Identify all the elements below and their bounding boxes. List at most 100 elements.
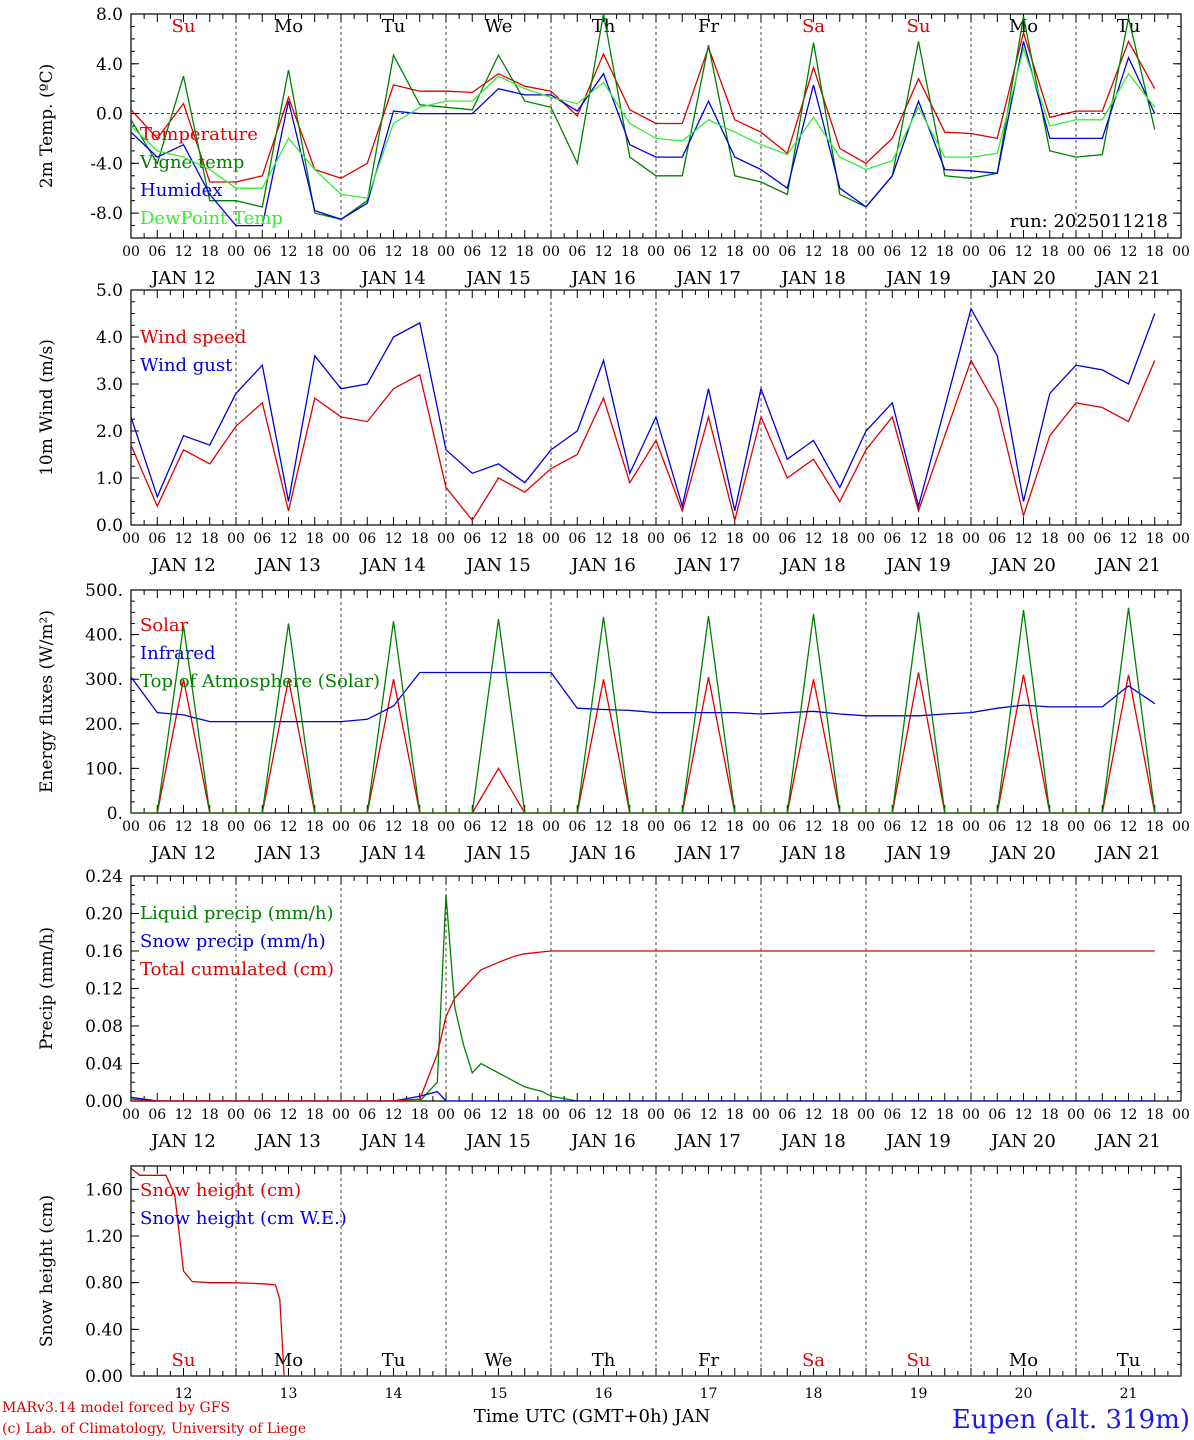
panel-2-hour-label: 06 [1093, 819, 1111, 835]
panel-3-ytick-label: 0.24 [85, 867, 123, 887]
weekday-label-bottom: Fr [698, 1350, 719, 1371]
panel-0-hour-label: 00 [332, 244, 350, 260]
panel-2-hour-label: 06 [148, 819, 166, 835]
weekday-label-bottom: Sa [802, 1350, 825, 1371]
panel-0-hour-label: 18 [516, 244, 534, 260]
weekday-label-bottom: Mo [1009, 1350, 1038, 1371]
panel-3-hour-label: 18 [936, 1107, 954, 1123]
panel-2-ytick-label: 500. [85, 581, 123, 601]
panel-3-hour-label: 00 [857, 1107, 875, 1123]
legend-top-of-atmosphere-solar-: Top of Atmosphere (Solar) [140, 671, 380, 692]
panel-3-hour-label: 06 [1093, 1107, 1111, 1123]
panel-1-date-label: JAN 12 [149, 555, 216, 576]
panel-1-date-label: JAN 18 [779, 555, 846, 576]
panel-2-hour-label: 00 [122, 819, 140, 835]
panel-0-hour-label: 00 [1067, 244, 1085, 260]
panel-3-hour-label: 06 [463, 1107, 481, 1123]
panel-3-hour-label: 12 [385, 1107, 403, 1123]
panel-2-hour-label: 12 [1015, 819, 1033, 835]
panel-4-ytick-label: 0.80 [85, 1274, 123, 1294]
panel-3-date-label: JAN 19 [884, 1131, 951, 1152]
legend-total-cumulated-cm-: Total cumulated (cm) [140, 959, 334, 980]
panel-3-hour-label: 18 [201, 1107, 219, 1123]
panel-3-hour-label: 18 [516, 1107, 534, 1123]
panel-1-ytick-label: 0.0 [96, 516, 123, 536]
panel-1-hour-label: 12 [490, 531, 508, 547]
panel-1-hour-label: 12 [280, 531, 298, 547]
panel-0-hour-label: 18 [1146, 244, 1164, 260]
panel-2-hour-label: 18 [411, 819, 429, 835]
panel-2-hour-label: 06 [988, 819, 1006, 835]
panel-0-hour-label: 06 [253, 244, 271, 260]
panel-2-hour-label: 06 [358, 819, 376, 835]
panel-1-hour-label: 06 [988, 531, 1006, 547]
footer-lab: (c) Lab. of Climatology, University of L… [2, 1421, 306, 1437]
panel-3-hour-label: 00 [752, 1107, 770, 1123]
panel-4-ytick-label: 0.00 [85, 1367, 123, 1387]
weekday-label-bottom: Mo [274, 1350, 303, 1371]
panel-1-date-label: JAN 17 [674, 555, 741, 576]
weekday-label: Tu [1117, 16, 1141, 37]
panel-4-day-number: 17 [700, 1386, 718, 1402]
panel-0-hour-label: 00 [1172, 244, 1190, 260]
panel-2-date-label: JAN 18 [779, 843, 846, 864]
weekday-label: Tu [382, 16, 406, 37]
weekday-label-bottom: We [485, 1350, 513, 1371]
series-line-wind-speed [131, 358, 1156, 522]
station-label: Eupen (alt. 319m) [952, 1405, 1190, 1435]
panel-3-hour-label: 12 [595, 1107, 613, 1123]
panel-3-hour-label: 06 [148, 1107, 166, 1123]
panel-2-date-label: JAN 12 [149, 843, 216, 864]
panel-0-hour-label: 00 [857, 244, 875, 260]
panel-1-hour-label: 12 [805, 531, 823, 547]
panel-1-hour-label: 00 [647, 531, 665, 547]
panel-4-day-number: 12 [175, 1386, 193, 1402]
panel-3-hour-label: 06 [883, 1107, 901, 1123]
panel-2-hour-label: 00 [647, 819, 665, 835]
panel-0-ytick-label: -4.0 [90, 154, 123, 174]
series-line-total-cumulated-cm- [131, 950, 1155, 1101]
panel-4-day-number: 21 [1120, 1386, 1138, 1402]
panel-0-hour-label: 00 [542, 244, 560, 260]
series-line-dewpoint-temp [131, 46, 1156, 199]
panel-2-hour-label: 18 [621, 819, 639, 835]
panel-1-hour-label: 18 [1041, 531, 1059, 547]
panel-4-ytick-label: 0.40 [85, 1320, 123, 1340]
panel-1-hour-label: 18 [936, 531, 954, 547]
panel-1-hour-label: 06 [253, 531, 271, 547]
panel-0-hour-label: 18 [726, 244, 744, 260]
panel-1-hour-label: 00 [752, 531, 770, 547]
panel-4-day-number: 15 [490, 1386, 508, 1402]
panel-2-date-label: JAN 19 [884, 843, 951, 864]
panel-3-ytick-label: 0.20 [85, 905, 123, 925]
panel-2-date-label: JAN 21 [1094, 843, 1161, 864]
legend-snow-height-cm-: Snow height (cm) [140, 1180, 301, 1201]
panel-1-ytick-label: 3.0 [96, 375, 123, 395]
panel-2-date-label: JAN 17 [674, 843, 741, 864]
panel-0-date-label: JAN 17 [674, 268, 741, 289]
panel-0-hour-label: 12 [1015, 244, 1033, 260]
weekday-label: Sa [802, 16, 825, 37]
panel-1-hour-label: 06 [568, 531, 586, 547]
panel-3-hour-label: 00 [122, 1107, 140, 1123]
panel-3-date-label: JAN 13 [254, 1131, 321, 1152]
panel-2-hour-label: 12 [595, 819, 613, 835]
panel-1-hour-label: 12 [1015, 531, 1033, 547]
panel-4-ylabel: Snow height (cm) [37, 1195, 57, 1347]
panel-3-date-label: JAN 21 [1094, 1131, 1161, 1152]
panel-0-hour-label: 12 [805, 244, 823, 260]
panel-2-hour-label: 18 [726, 819, 744, 835]
panel-3-date-label: JAN 17 [674, 1131, 741, 1152]
panel-2-hour-label: 06 [253, 819, 271, 835]
series-line-solar [131, 672, 1156, 813]
panel-1-hour-label: 18 [831, 531, 849, 547]
panel-3-hour-label: 06 [988, 1107, 1006, 1123]
panel-1-hour-label: 12 [175, 531, 193, 547]
panel-2-hour-label: 06 [673, 819, 691, 835]
panel-2-hour-label: 00 [1067, 819, 1085, 835]
panel-1-hour-label: 00 [332, 531, 350, 547]
panel-3-ytick-label: 0.04 [85, 1055, 123, 1075]
panel-0-hour-label: 18 [621, 244, 639, 260]
